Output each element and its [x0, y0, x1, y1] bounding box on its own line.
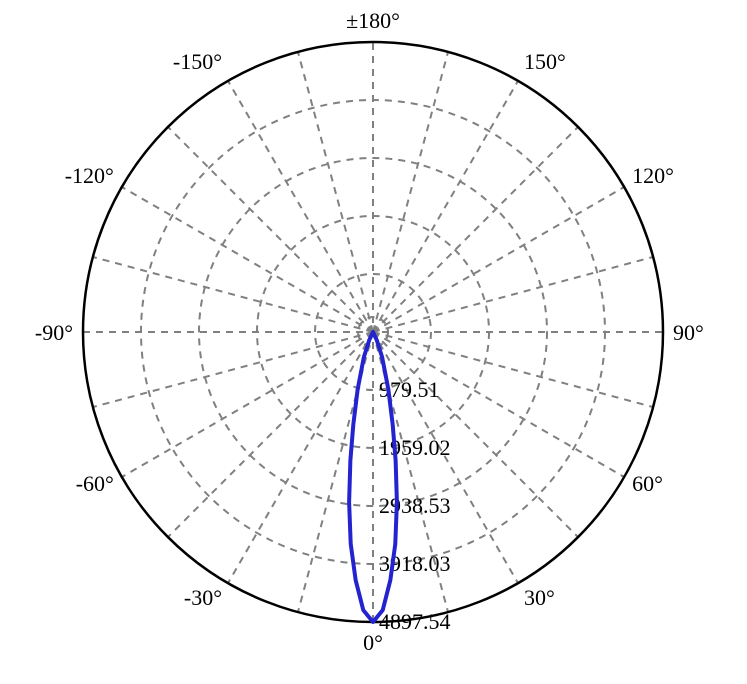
angle-label: -150° — [173, 49, 222, 74]
angle-label: ±180° — [346, 8, 400, 33]
polar-chart: 0°30°60°90°120°150°±180°-150°-120°-90°-6… — [0, 0, 747, 684]
angle-label: -120° — [65, 163, 114, 188]
angle-label: 120° — [632, 163, 674, 188]
angle-label: 150° — [524, 49, 566, 74]
angle-label: 60° — [632, 471, 663, 496]
angle-label: 90° — [673, 320, 704, 345]
angle-label: -90° — [35, 320, 73, 345]
radial-tick-label: 1959.02 — [379, 435, 451, 460]
angle-label: -30° — [184, 585, 222, 610]
angle-label: 30° — [524, 585, 555, 610]
radial-tick-label: 4897.54 — [379, 609, 451, 634]
angle-label: -60° — [76, 471, 114, 496]
radial-tick-label: 2938.53 — [379, 493, 451, 518]
